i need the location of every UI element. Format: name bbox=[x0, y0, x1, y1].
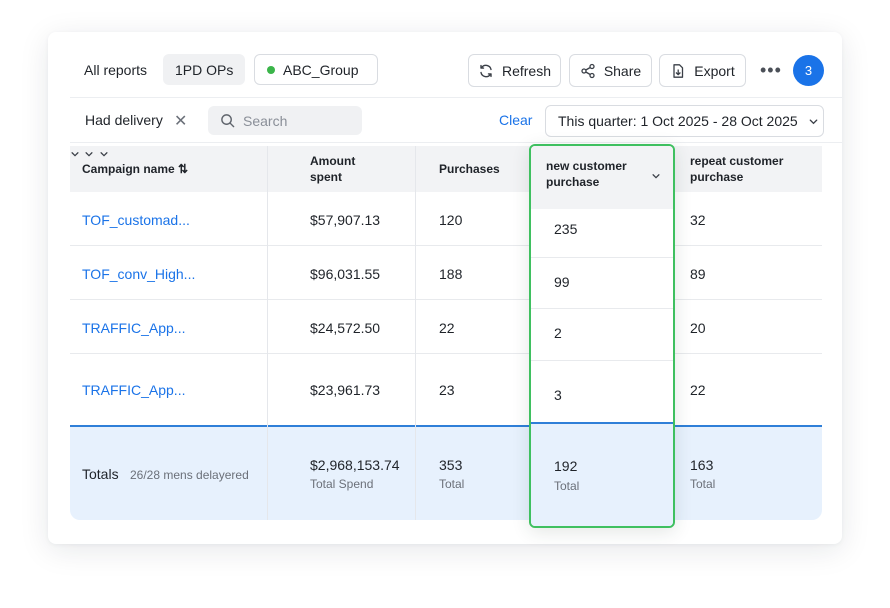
total-repeat: 163 bbox=[690, 457, 714, 473]
segment-pill[interactable]: 1PD OPs bbox=[163, 54, 246, 85]
chevron-down-icon[interactable] bbox=[84, 149, 94, 159]
table-row[interactable]: TOF_customad... $57,907.13 120 32 bbox=[70, 192, 822, 246]
total-purchases: 353 bbox=[439, 457, 463, 473]
export-label: Export bbox=[694, 62, 735, 79]
refresh-label: Refresh bbox=[501, 62, 552, 79]
column-divider bbox=[267, 146, 268, 520]
campaign-link[interactable]: TOF_customad... bbox=[82, 212, 190, 228]
chevron-down-icon[interactable] bbox=[70, 149, 80, 159]
purchases-cell: 22 bbox=[439, 320, 455, 336]
repeat-header-line1: repeat customer bbox=[690, 154, 784, 168]
notification-badge[interactable]: 3 bbox=[793, 55, 824, 86]
column-header-repeat[interactable]: repeat customer purchase bbox=[690, 146, 810, 192]
amount-cell: $57,907.13 bbox=[310, 212, 381, 228]
chevron-down-icon[interactable] bbox=[99, 149, 109, 159]
report-card: All reports 1PD OPs ABC_Group Refresh Sh… bbox=[48, 32, 842, 544]
total-amount-sub: Total Spend bbox=[310, 477, 374, 491]
new-customer-cell: 99 bbox=[554, 274, 570, 290]
table-row[interactable]: TRAFFIC_App... $23,961.73 23 22 bbox=[70, 354, 822, 425]
column-header-campaign[interactable]: Campaign name ⇅ bbox=[82, 146, 262, 192]
table-header: Campaign name ⇅ Amount spent Purchases r… bbox=[70, 146, 822, 192]
totals-label: Totals bbox=[82, 466, 119, 482]
toolbar-divider bbox=[70, 97, 842, 98]
campaign-table: Campaign name ⇅ Amount spent Purchases r… bbox=[70, 146, 822, 520]
new-customer-cell: 2 bbox=[554, 325, 562, 341]
table-row[interactable]: TOF_conv_High... $96,031.55 188 89 bbox=[70, 246, 822, 300]
column-header-purchases[interactable]: Purchases bbox=[439, 146, 509, 192]
new-customer-cell: 235 bbox=[554, 221, 578, 237]
purchases-cell: 188 bbox=[439, 266, 463, 282]
status-dot-icon bbox=[267, 65, 275, 74]
campaign-link[interactable]: TRAFFIC_App... bbox=[82, 320, 186, 336]
date-range-label: This quarter: 1 Oct 2025 - 28 Oct 2025 bbox=[558, 113, 798, 129]
campaign-header-label: Campaign name ⇅ bbox=[82, 162, 189, 176]
total-new-customer-sub: Total bbox=[554, 479, 580, 493]
campaign-link[interactable]: TOF_conv_High... bbox=[82, 266, 196, 282]
totals-row: Totals 26/28 mens delayered $2,968,153.7… bbox=[70, 425, 822, 520]
chevron-down-icon bbox=[809, 118, 818, 124]
new-customer-header-text: new customer purchase bbox=[546, 158, 627, 190]
refresh-icon bbox=[480, 64, 492, 77]
export-button[interactable]: Export bbox=[659, 54, 746, 87]
total-purchases-sub: Total bbox=[439, 477, 465, 491]
search-box[interactable] bbox=[208, 106, 362, 135]
new-header-line1: new customer bbox=[546, 159, 627, 173]
new-customer-cell-row: 3 bbox=[531, 361, 673, 422]
date-range-selector[interactable]: This quarter: 1 Oct 2025 - 28 Oct 2025 bbox=[545, 105, 824, 137]
repeat-cell: 20 bbox=[690, 320, 706, 336]
active-filter-label: Had delivery bbox=[85, 112, 163, 128]
new-header-line2: purchase bbox=[546, 175, 600, 189]
group-selector[interactable]: ABC_Group bbox=[254, 54, 378, 85]
repeat-cell: 32 bbox=[690, 212, 706, 228]
total-amount: $2,968,153.74 bbox=[310, 457, 400, 473]
total-repeat-sub: Total bbox=[690, 477, 716, 491]
totals-note: 26/28 mens delayered bbox=[130, 468, 249, 482]
toolbar: All reports 1PD OPs ABC_Group Refresh Sh… bbox=[48, 32, 842, 98]
group-label: ABC_Group bbox=[283, 61, 359, 78]
share-button[interactable]: Share bbox=[569, 54, 652, 87]
new-customer-cell-row: 235 bbox=[531, 209, 673, 258]
repeat-cell: 89 bbox=[690, 266, 706, 282]
new-customer-total: 192 Total bbox=[531, 422, 673, 526]
refresh-button[interactable]: Refresh bbox=[468, 54, 561, 87]
more-options-icon[interactable]: ••• bbox=[760, 60, 782, 80]
highlighted-column-new-customer: new customer purchase 235 99 2 3 192 Tot… bbox=[529, 144, 675, 528]
table-row[interactable]: TRAFFIC_App... $24,572.50 22 20 bbox=[70, 300, 822, 354]
remove-filter-close-icon[interactable]: ✕ bbox=[174, 113, 188, 130]
search-input[interactable] bbox=[243, 112, 353, 129]
repeat-cell: 22 bbox=[690, 382, 706, 398]
new-customer-cell: 3 bbox=[554, 387, 562, 403]
purchases-cell: 120 bbox=[439, 212, 463, 228]
export-icon bbox=[673, 63, 684, 78]
column-header-new-customer[interactable]: new customer purchase bbox=[531, 146, 673, 209]
column-divider bbox=[415, 146, 416, 520]
total-new-customer: 192 bbox=[554, 458, 578, 474]
amount-cell: $23,961.73 bbox=[310, 382, 381, 398]
purchases-header-label: Purchases bbox=[439, 162, 500, 176]
chevron-down-icon[interactable] bbox=[651, 171, 661, 181]
all-reports-link[interactable]: All reports bbox=[84, 62, 148, 78]
purchases-cell: 23 bbox=[439, 382, 455, 398]
filter-divider bbox=[70, 142, 842, 143]
new-customer-cell-row: 2 bbox=[531, 309, 673, 361]
clear-filters-link[interactable]: Clear bbox=[499, 112, 533, 128]
amount-cell: $24,572.50 bbox=[310, 320, 381, 336]
repeat-header-line2: purchase bbox=[690, 170, 744, 184]
search-icon bbox=[221, 114, 235, 128]
column-header-amount[interactable]: Amount spent bbox=[310, 146, 405, 192]
amount-header-line1: Amount bbox=[310, 154, 356, 168]
amount-header-line2: spent bbox=[310, 170, 343, 184]
share-label: Share bbox=[603, 62, 642, 79]
segment-label: 1PD OPs bbox=[175, 61, 234, 78]
new-customer-cell-row: 99 bbox=[531, 258, 673, 309]
campaign-link[interactable]: TRAFFIC_App... bbox=[82, 382, 186, 398]
amount-cell: $96,031.55 bbox=[310, 266, 381, 282]
share-icon bbox=[581, 63, 595, 78]
